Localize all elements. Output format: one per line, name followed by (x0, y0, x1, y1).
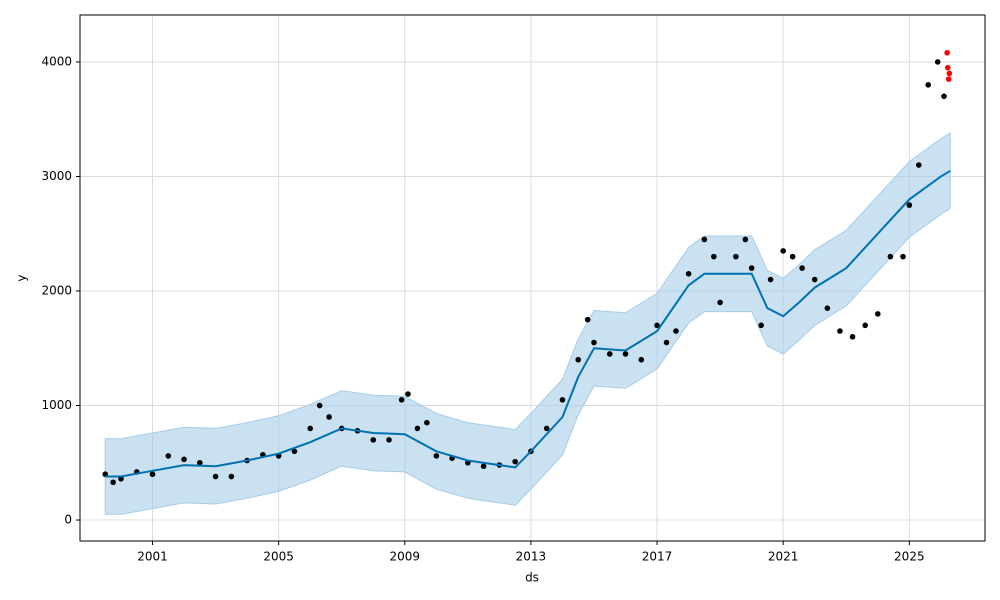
data-point (742, 236, 749, 243)
y-tick-label: 4000 (41, 54, 72, 68)
data-point (874, 311, 881, 317)
y-tick-label: 2000 (41, 283, 72, 297)
x-tick-label: 2013 (516, 550, 547, 564)
data-point (326, 414, 332, 420)
plot-frame (79, 14, 986, 542)
data-point (584, 316, 591, 323)
data-point (149, 471, 156, 478)
data-point (638, 356, 645, 363)
data-point (197, 459, 203, 466)
x-tick-label: 2009 (390, 550, 421, 564)
data-point (900, 253, 906, 260)
data-point (386, 437, 392, 443)
data-point (110, 479, 116, 486)
data-point (316, 402, 323, 409)
data-point (934, 59, 941, 65)
data-point (606, 351, 613, 357)
data-point (165, 453, 172, 459)
data-point (941, 93, 947, 100)
uncertainty-band (104, 132, 951, 515)
data-point (849, 334, 856, 340)
data-point (789, 253, 796, 260)
data-point (433, 453, 440, 459)
data-point (944, 64, 951, 71)
y-tick-label: 1000 (41, 398, 72, 412)
data-point (733, 253, 739, 260)
data-point (654, 322, 660, 329)
data-point (915, 162, 922, 168)
data-point (946, 70, 953, 77)
data-point (181, 456, 187, 463)
forecast-line (105, 169, 951, 478)
data-point (575, 356, 582, 363)
data-point (945, 76, 952, 82)
data-point (767, 276, 774, 283)
data-point (811, 276, 818, 283)
x-tick-label: 2017 (642, 550, 673, 564)
data-point (711, 253, 717, 260)
data-point (424, 419, 430, 426)
data-point (559, 396, 566, 403)
data-point (925, 82, 932, 88)
data-point (673, 328, 679, 334)
data-point (307, 425, 313, 432)
data-point (701, 236, 708, 243)
y-tick-label: 3000 (41, 169, 72, 183)
data-point (370, 437, 377, 443)
y-axis-label: y (15, 274, 29, 281)
data-point (748, 265, 755, 271)
data-point (906, 202, 913, 208)
data-point (591, 339, 597, 346)
data-point (799, 265, 805, 271)
data-point (512, 458, 518, 465)
x-tick-label: 2001 (137, 550, 168, 564)
y-tick-label: 0 (64, 513, 72, 527)
x-tick-label: 2025 (894, 550, 925, 564)
data-point (543, 425, 550, 432)
data-point (685, 271, 692, 277)
data-point (291, 448, 298, 455)
data-point (480, 463, 487, 470)
data-point (663, 339, 670, 346)
data-point (398, 396, 405, 403)
data-point (758, 322, 764, 329)
data-point (862, 322, 868, 329)
x-tick-label: 2005 (263, 550, 294, 564)
data-point (228, 473, 235, 480)
data-point (887, 253, 894, 260)
data-point (414, 425, 421, 432)
data-point (622, 351, 629, 357)
data-point (780, 248, 786, 254)
data-point (212, 473, 219, 480)
data-point (837, 328, 843, 334)
data-point (405, 391, 411, 397)
data-point (717, 299, 723, 306)
x-axis-label: ds (525, 571, 539, 585)
x-tick-label: 2021 (768, 550, 799, 564)
data-point (824, 305, 831, 311)
data-point (944, 49, 950, 56)
